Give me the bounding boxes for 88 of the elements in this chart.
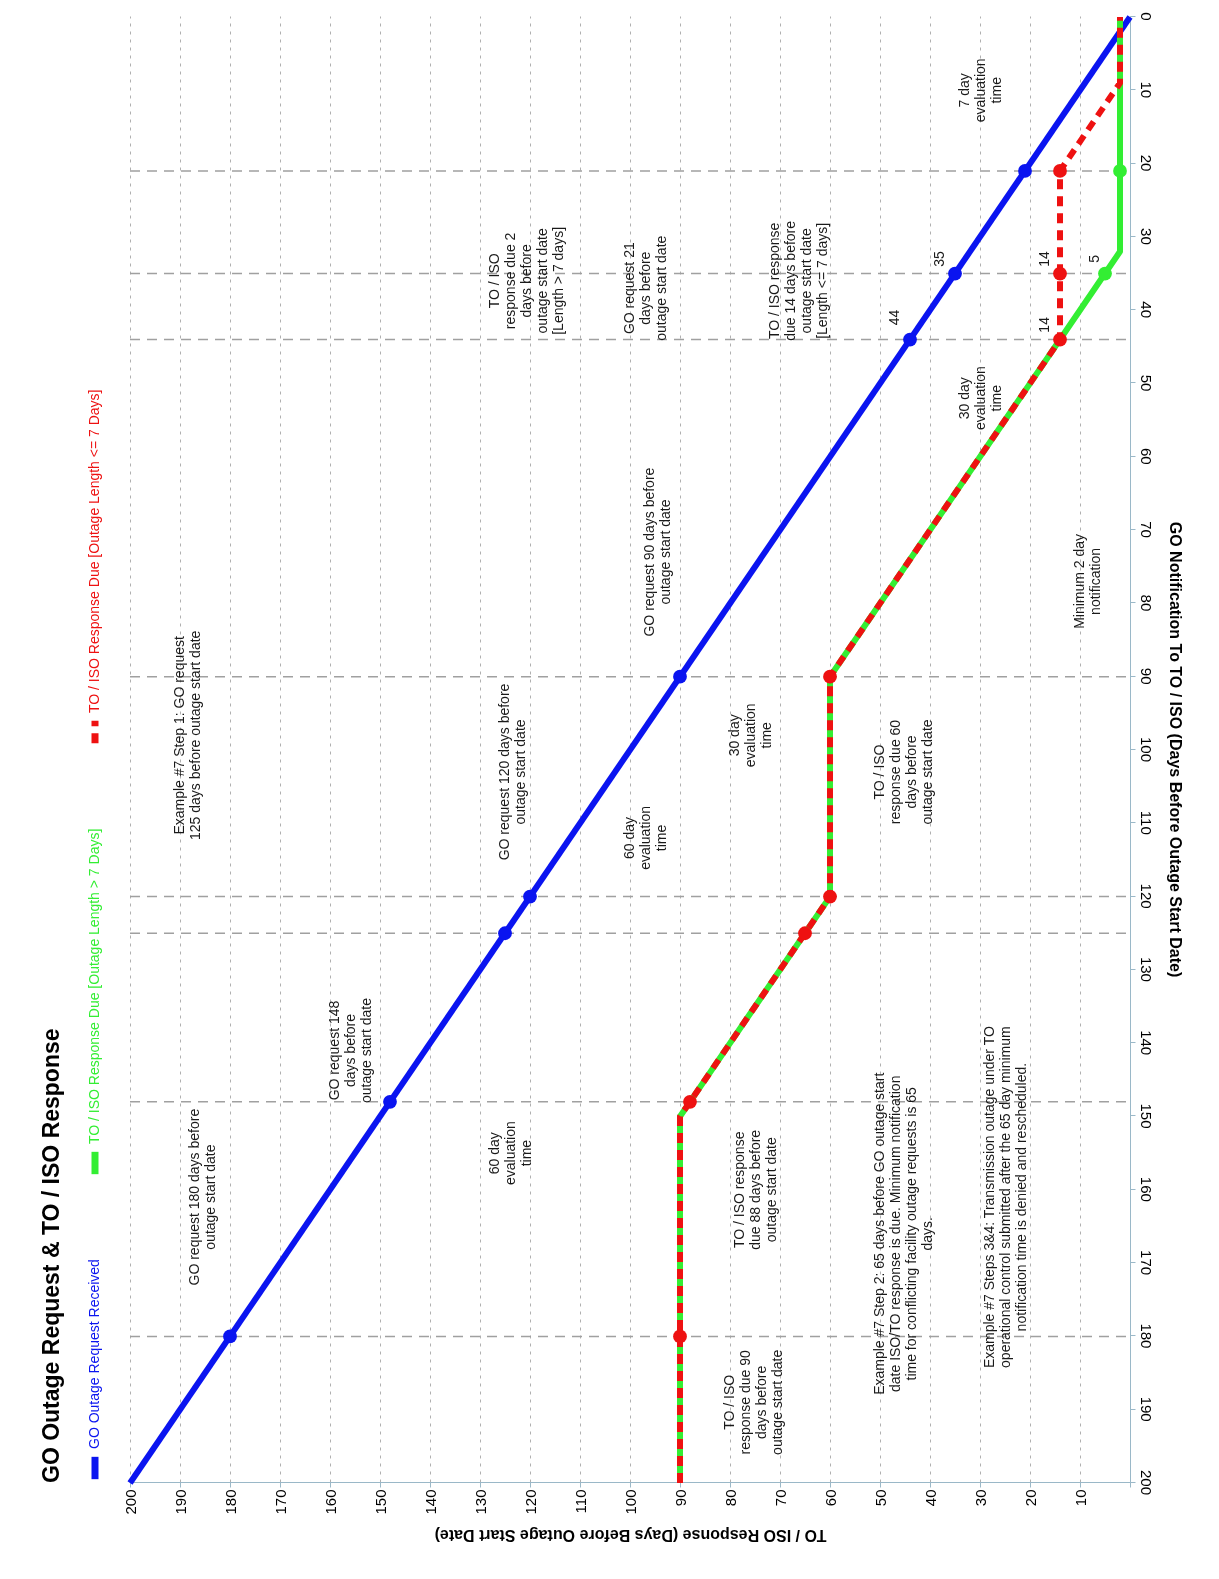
y-axis-title: GO Notification To TO / ISO (Days Before Outage Start Date) — [1166, 521, 1184, 978]
point — [1053, 164, 1067, 178]
x-tick-label: 70 — [771, 1489, 789, 1507]
annotation: Minimum 2 day notification — [1071, 533, 1103, 629]
text: GO Outage Request Received — [86, 1259, 102, 1449]
annotation: TO / ISO response due 88 days before outage start date — [731, 1129, 779, 1250]
annotation: TO / ISO response due 14 days before outage start date [Length <= 7 days] — [766, 220, 830, 341]
x-tick-label: 150 — [371, 1489, 389, 1515]
x-tick-label: 90 — [671, 1489, 689, 1507]
text: TO / ISO Response Due [Outage Length <= 7 Days] — [86, 389, 102, 713]
annotation: GO request 21 days before outage start date — [621, 235, 669, 341]
x-tick-label: 160 — [321, 1489, 339, 1515]
y-tick-label: 90 — [1137, 667, 1155, 685]
point — [1113, 164, 1127, 178]
y-tick-label: 50 — [1137, 374, 1155, 392]
point — [683, 1094, 697, 1109]
point — [823, 889, 837, 904]
y-tick-label: 160 — [1137, 1176, 1155, 1202]
text: GO Outage Request & TO / ISO Response — [38, 1028, 64, 1483]
point — [1053, 332, 1067, 347]
annotation: 60 day evaluation time — [621, 806, 669, 870]
y-tick-label: 110 — [1137, 810, 1155, 835]
y-tick-label: 30 — [1137, 228, 1155, 245]
x-tick-label: 200 — [121, 1489, 139, 1515]
annotation: 30 day evaluation time — [726, 703, 774, 768]
point — [798, 926, 812, 941]
annotation: 30 day evaluation time — [956, 366, 1004, 431]
x-tick-label: 100 — [621, 1489, 639, 1515]
annotation: 7 day evaluation time — [956, 58, 1004, 123]
x-tick-label: 30 — [971, 1489, 989, 1507]
x-tick-label: 20 — [1021, 1489, 1039, 1507]
annotation: TO / ISO response due 2 days before outage start date [Length > 7 days] — [486, 226, 566, 335]
point — [673, 1329, 687, 1344]
point — [903, 332, 917, 347]
x-tick-label: 60 — [821, 1489, 839, 1507]
y-tick-label: 10 — [1137, 81, 1155, 99]
point — [523, 889, 537, 904]
x-tick-label: 130 — [471, 1489, 489, 1515]
annotation: 35 — [931, 250, 947, 267]
x-tick-label: 40 — [921, 1489, 939, 1507]
y-tick-label: 120 — [1137, 883, 1155, 909]
y-tick-label: 20 — [1137, 154, 1155, 172]
x-tick-label: 10 — [1071, 1489, 1089, 1507]
y-tick-label: 60 — [1137, 447, 1155, 465]
annotation: GO request 120 days before outage start date — [496, 683, 528, 861]
y-tick-label: 40 — [1137, 301, 1155, 319]
x-tick-label: 110 — [571, 1489, 589, 1514]
y-tick-label: 80 — [1137, 594, 1155, 612]
annotation: GO request 148 days before outage start date — [326, 997, 374, 1104]
point — [948, 266, 962, 281]
x-tick-label: 190 — [171, 1489, 189, 1515]
annotation: 14 — [1036, 250, 1052, 267]
point — [383, 1094, 397, 1109]
y-tick-label: 100 — [1137, 736, 1155, 763]
x-tick-label: 170 — [271, 1489, 289, 1515]
y-tick-label: 130 — [1137, 956, 1155, 982]
point — [673, 669, 687, 684]
y-tick-label: 0 — [1137, 12, 1155, 21]
y-tick-label: 180 — [1137, 1323, 1155, 1349]
x-tick-label: 50 — [871, 1489, 889, 1507]
x-tick-label: 180 — [221, 1489, 239, 1515]
point — [1098, 266, 1112, 281]
x-tick-label: 120 — [521, 1489, 539, 1515]
annotation: 14 — [1036, 316, 1052, 333]
point — [823, 669, 837, 684]
text: TO / ISO Response Due [Outage Length > 7 Days] — [86, 828, 102, 1144]
annotation: TO / ISO response due 90 days before outage start date — [721, 1349, 785, 1455]
annotation: Example #7 Step 2: 65 days before GO outage start date ISO/TO response is due. Minimum notification time for conflicting facility outage requests is 65 days. — [871, 1072, 935, 1395]
point — [223, 1329, 237, 1344]
annotation: TO / ISO response due 60 days before outage start date — [871, 719, 935, 825]
point — [498, 926, 512, 941]
y-tick-label: 190 — [1137, 1396, 1155, 1422]
annotation: Example #7 Step 1: GO request 125 days before outage start date — [171, 630, 203, 841]
y-tick-label: 140 — [1137, 1030, 1155, 1056]
annotation: 5 — [1086, 254, 1102, 263]
x-axis-title: TO / ISO Response (Days Before Outage Start Date) — [434, 1526, 827, 1544]
point — [1018, 164, 1032, 178]
annotation: 60 day evaluation time — [486, 1121, 534, 1186]
x-tick-label: 80 — [721, 1489, 739, 1507]
annotation: GO request 90 days before outage start date — [641, 467, 673, 637]
y-tick-label: 70 — [1137, 521, 1155, 538]
point — [1053, 266, 1067, 281]
x-tick-label: 140 — [421, 1489, 439, 1515]
y-tick-label: 170 — [1137, 1250, 1155, 1276]
y-tick-label: 150 — [1137, 1103, 1155, 1129]
annotation: GO request 180 days before outage start date — [186, 1108, 218, 1286]
annotation: Example #7 Steps 3&4: Transmission outage under TO operational control submitted after the 65 day minimum notification time is denied and rescheduled. — [981, 1026, 1029, 1369]
annotation: 44 — [886, 309, 902, 326]
